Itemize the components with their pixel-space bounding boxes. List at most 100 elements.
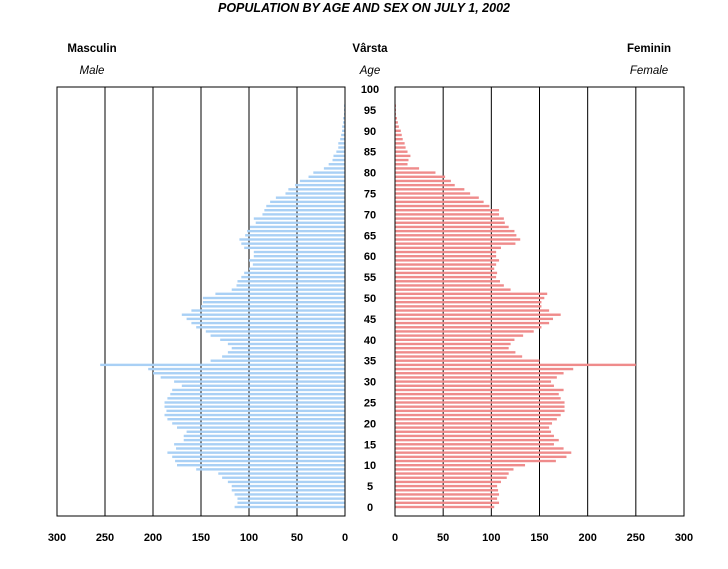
female-bar: [395, 250, 497, 254]
male-bar: [167, 418, 345, 421]
female-bar: [395, 238, 521, 241]
female-bar: [395, 300, 542, 304]
male-bar: [241, 242, 345, 245]
female-x-tick-labels: 0 50 100 150 200 250 300: [392, 532, 693, 544]
female-bar: [395, 284, 504, 287]
male-bar: [333, 154, 345, 158]
female-bar: [395, 125, 399, 128]
male-plot-frame: [56, 86, 346, 517]
age-tick: 55: [364, 272, 376, 284]
male-bar: [201, 305, 345, 308]
female-bar: [395, 430, 552, 433]
male-bar: [231, 489, 345, 492]
male-bar: [245, 234, 345, 237]
male-bar: [338, 146, 345, 149]
male-bar: [186, 430, 345, 433]
male-bar: [253, 250, 345, 254]
male-bar: [275, 196, 345, 199]
female-bar: [395, 409, 565, 413]
male-bar: [227, 351, 345, 354]
male-bar: [255, 221, 345, 224]
female-bar: [395, 334, 524, 337]
male-bar: [210, 334, 345, 337]
female-bar: [395, 468, 514, 471]
male-bar: [177, 464, 345, 467]
male-bar: [264, 209, 345, 212]
male-bars: [100, 104, 345, 509]
female-x-tick: 200: [578, 532, 596, 544]
age-tick: 65: [364, 230, 376, 242]
male-bar: [222, 476, 345, 479]
female-bar: [395, 413, 561, 417]
female-bar: [395, 200, 484, 204]
female-bar: [395, 167, 420, 170]
male-bar: [252, 263, 345, 266]
age-tick: 90: [364, 126, 376, 138]
female-bar: [395, 464, 526, 467]
male-bar: [218, 472, 345, 475]
female-x-tick: 150: [530, 532, 548, 544]
female-bar: [395, 129, 401, 132]
female-bar: [395, 392, 559, 396]
male-bar: [340, 137, 345, 141]
age-tick: 20: [364, 418, 376, 430]
female-bar: [395, 443, 554, 446]
female-bar: [395, 405, 565, 408]
male-bar: [183, 434, 345, 438]
male-bar: [285, 192, 345, 195]
male-bar: [234, 493, 345, 496]
male-bar: [336, 150, 345, 153]
male-bar: [172, 388, 345, 392]
female-bar: [395, 204, 490, 208]
male-x-tick: 150: [192, 532, 210, 544]
male-bar: [299, 179, 345, 183]
female-bar: [395, 438, 559, 442]
female-bar: [395, 234, 517, 237]
female-bar: [395, 363, 636, 367]
female-bar: [395, 280, 501, 283]
male-bar: [174, 443, 345, 446]
male-bar: [153, 372, 345, 375]
male-bar: [183, 438, 345, 442]
male-bar: [164, 401, 345, 404]
male-bar: [288, 188, 345, 191]
male-bar: [237, 497, 345, 500]
female-bar: [395, 229, 515, 233]
male-bar: [270, 200, 345, 204]
male-bar: [167, 451, 345, 454]
female-bar: [395, 351, 516, 354]
male-bar: [205, 330, 345, 333]
female-bar: [395, 179, 451, 183]
female-bar: [395, 292, 548, 296]
chart-title: POPULATION BY AGE AND SEX ON JULY 1, 200…: [218, 1, 510, 15]
female-bar: [395, 372, 564, 375]
female-x-tick: 0: [392, 532, 398, 544]
age-sublabel: Age: [359, 65, 380, 77]
age-tick: 25: [364, 398, 376, 410]
male-bar: [222, 355, 345, 358]
female-bar: [395, 267, 495, 270]
female-bar: [395, 305, 542, 308]
female-bar: [395, 497, 498, 500]
female-bar: [395, 359, 540, 362]
male-bar: [164, 413, 345, 417]
female-bar: [395, 401, 565, 404]
male-bar: [191, 321, 345, 325]
male-bar: [241, 275, 345, 279]
female-bar: [395, 221, 505, 224]
male-bar: [220, 338, 345, 341]
age-tick: 35: [364, 356, 376, 368]
male-bar: [177, 426, 345, 429]
male-bar: [247, 229, 345, 233]
female-bar: [395, 271, 498, 275]
female-bar: [395, 330, 534, 333]
male-bar: [196, 468, 345, 471]
female-bar: [395, 493, 500, 496]
age-tick: 70: [364, 209, 376, 221]
male-bar: [181, 384, 345, 387]
male-bar: [167, 397, 345, 400]
female-bar: [395, 489, 499, 492]
female-bar: [395, 313, 561, 316]
female-bar: [395, 288, 511, 291]
female-bar: [395, 501, 500, 505]
